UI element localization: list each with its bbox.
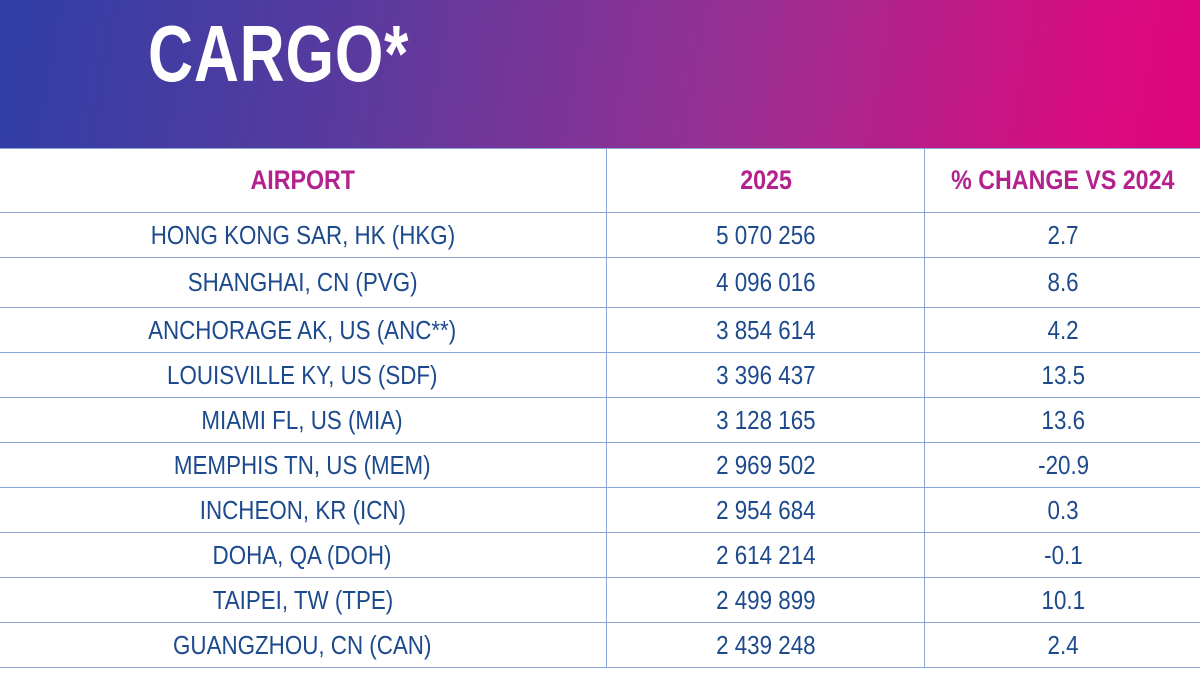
percent-change-cell-text: 0.3	[1047, 494, 1079, 525]
airport-cell-text: LOUISVILLE KY, US (SDF)	[167, 359, 438, 390]
column-header-label: 2025	[739, 165, 792, 195]
cargo-2025-cell-text: 2 439 248	[715, 629, 816, 660]
percent-change-cell: 13.5	[924, 352, 1200, 398]
airport-cell-text: TAIPEI, TW (TPE)	[212, 584, 393, 615]
airport-cell: INCHEON, KR (ICN)	[0, 487, 607, 533]
cargo-2025-cell: 2 439 248	[605, 622, 926, 668]
percent-change-cell-text: 13.5	[1041, 359, 1085, 390]
cargo-2025-cell-text: 2 969 502	[715, 449, 816, 480]
column-header-label: % CHANGE VS 2024	[951, 165, 1175, 195]
cargo-2025-cell: 2 954 684	[605, 487, 926, 533]
header-banner: CARGO*	[0, 0, 1200, 148]
airport-cell: MEMPHIS TN, US (MEM)	[0, 442, 607, 488]
airport-cell-text: GUANGZHOU, CN (CAN)	[173, 629, 432, 660]
percent-change-cell: 4.2	[924, 307, 1200, 353]
table-row: INCHEON, KR (ICN) 2 954 684 0.3	[0, 487, 1200, 533]
cargo-table: AIRPORT 2025 % CHANGE VS 2024 HONG KONG …	[0, 148, 1200, 668]
airport-cell: DOHA, QA (DOH)	[0, 532, 607, 578]
cargo-2025-cell: 3 854 614	[605, 307, 926, 353]
percent-change-cell: 8.6	[924, 257, 1200, 308]
cargo-2025-cell-text: 2 954 684	[715, 494, 816, 525]
airport-cell-text: MEMPHIS TN, US (MEM)	[174, 449, 431, 480]
percent-change-cell-text: -20.9	[1037, 449, 1089, 480]
cargo-2025-cell: 4 096 016	[605, 257, 926, 308]
percent-change-cell: -0.1	[924, 532, 1200, 578]
page-title: CARGO*	[148, 9, 410, 98]
airport-cell: GUANGZHOU, CN (CAN)	[0, 622, 607, 668]
percent-change-cell-text: 2.4	[1047, 629, 1079, 660]
table-row: DOHA, QA (DOH) 2 614 214 -0.1	[0, 532, 1200, 578]
airport-cell: MIAMI FL, US (MIA)	[0, 397, 607, 443]
percent-change-cell-text: 2.7	[1047, 219, 1079, 250]
cargo-2025-cell-text: 3 128 165	[715, 404, 816, 435]
cargo-2025-cell: 5 070 256	[605, 212, 926, 258]
table-header-row: AIRPORT 2025 % CHANGE VS 2024	[0, 148, 1200, 213]
cargo-2025-cell: 2 969 502	[605, 442, 926, 488]
percent-change-cell-text: 8.6	[1047, 267, 1079, 297]
cargo-2025-cell: 2 614 214	[605, 532, 926, 578]
airport-cell: LOUISVILLE KY, US (SDF)	[0, 352, 607, 398]
table-row: LOUISVILLE KY, US (SDF) 3 396 437 13.5	[0, 352, 1200, 398]
cargo-2025-cell-text: 2 499 899	[715, 584, 816, 615]
percent-change-cell-text: -0.1	[1043, 539, 1083, 570]
percent-change-cell: 10.1	[924, 577, 1200, 623]
airport-cell: SHANGHAI, CN (PVG)	[0, 257, 607, 308]
airport-cell-text: ANCHORAGE AK, US (ANC**)	[148, 314, 457, 345]
airport-cell: TAIPEI, TW (TPE)	[0, 577, 607, 623]
cargo-2025-cell-text: 3 396 437	[715, 359, 816, 390]
airport-cell-text: MIAMI FL, US (MIA)	[201, 404, 404, 435]
cargo-2025-cell-text: 3 854 614	[715, 314, 816, 345]
cargo-2025-cell-text: 4 096 016	[715, 267, 816, 297]
percent-change-cell: 2.7	[924, 212, 1200, 258]
percent-change-cell: 13.6	[924, 397, 1200, 443]
table-row: MIAMI FL, US (MIA) 3 128 165 13.6	[0, 397, 1200, 443]
column-header-airport: AIRPORT	[0, 148, 607, 213]
column-header-2025: 2025	[605, 148, 926, 213]
table-row: TAIPEI, TW (TPE) 2 499 899 10.1	[0, 577, 1200, 623]
airport-cell-text: INCHEON, KR (ICN)	[199, 494, 406, 525]
percent-change-cell-text: 10.1	[1041, 584, 1085, 615]
column-header-change: % CHANGE VS 2024	[924, 148, 1200, 213]
percent-change-cell: -20.9	[924, 442, 1200, 488]
percent-change-cell-text: 4.2	[1047, 314, 1079, 345]
column-header-label: AIRPORT	[250, 165, 355, 195]
cargo-2025-cell: 2 499 899	[605, 577, 926, 623]
cargo-2025-cell: 3 396 437	[605, 352, 926, 398]
cargo-2025-cell-text: 2 614 214	[715, 539, 816, 570]
airport-cell-text: HONG KONG SAR, HK (HKG)	[150, 219, 455, 250]
table-row: SHANGHAI, CN (PVG) 4 096 016 8.6	[0, 257, 1200, 308]
airport-cell-text: DOHA, QA (DOH)	[213, 539, 392, 570]
airport-cell: ANCHORAGE AK, US (ANC**)	[0, 307, 607, 353]
cargo-2025-cell-text: 5 070 256	[715, 219, 816, 250]
table-row: ANCHORAGE AK, US (ANC**) 3 854 614 4.2	[0, 307, 1200, 353]
percent-change-cell-text: 13.6	[1041, 404, 1085, 435]
percent-change-cell: 0.3	[924, 487, 1200, 533]
table-row: HONG KONG SAR, HK (HKG) 5 070 256 2.7	[0, 212, 1200, 258]
airport-cell-text: SHANGHAI, CN (PVG)	[187, 267, 418, 297]
percent-change-cell: 2.4	[924, 622, 1200, 668]
airport-cell: HONG KONG SAR, HK (HKG)	[0, 212, 607, 258]
table-row: GUANGZHOU, CN (CAN) 2 439 248 2.4	[0, 622, 1200, 668]
cargo-2025-cell: 3 128 165	[605, 397, 926, 443]
table-row: MEMPHIS TN, US (MEM) 2 969 502 -20.9	[0, 442, 1200, 488]
